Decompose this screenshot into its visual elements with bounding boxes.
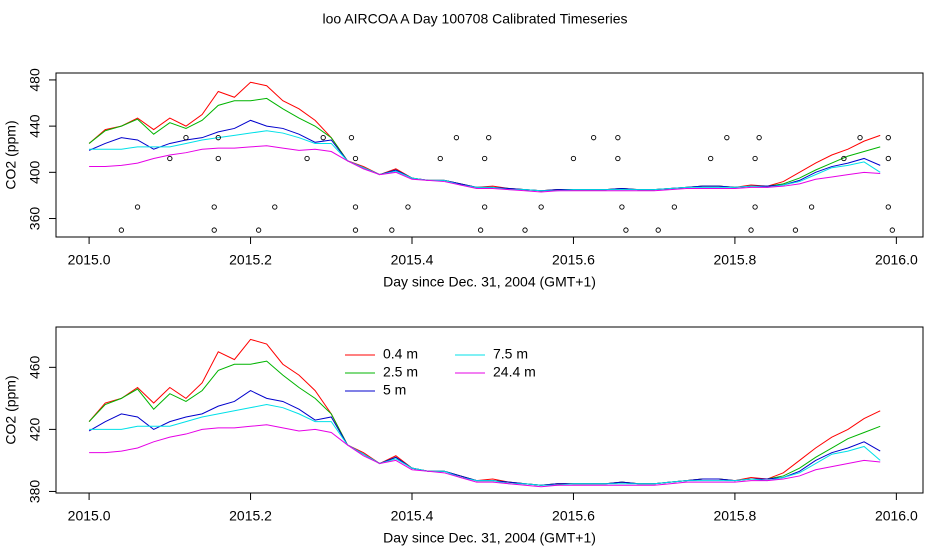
data-point — [215, 155, 221, 162]
x-tick-label: 2016.0 — [875, 508, 918, 524]
series-line — [89, 130, 881, 192]
data-point — [752, 155, 758, 162]
series-line — [88, 81, 881, 192]
legend-label: 0.4 m — [383, 346, 418, 362]
y-tick-label: 440 — [27, 114, 43, 138]
x-axis-label: Day since Dec. 31, 2004 (GMT+1) — [383, 274, 596, 290]
x-axis-label: Day since Dec. 31, 2004 (GMT+1) — [383, 530, 596, 546]
data-point — [857, 135, 863, 141]
chart-title: loo AIRCOA A Day 100708 Calibrated Times… — [322, 11, 627, 27]
y-tick-label: 460 — [27, 355, 43, 379]
y-axis-label: CO2 (ppm) — [3, 120, 19, 189]
y-axis-label: CO2 (ppm) — [3, 375, 19, 444]
plot-frame — [55, 326, 924, 494]
data-point — [708, 155, 714, 162]
data-point — [748, 227, 754, 233]
data-point — [615, 135, 621, 141]
data-point — [482, 204, 488, 210]
x-tick-label: 2015.4 — [391, 508, 434, 524]
x-tick-label: 2015.8 — [713, 252, 756, 268]
data-point — [889, 227, 895, 233]
data-point — [792, 227, 799, 233]
data-point — [211, 227, 217, 233]
data-point — [522, 227, 528, 233]
data-point — [352, 227, 359, 233]
data-point — [348, 135, 355, 141]
data-point — [183, 135, 189, 141]
x-tick-label: 2015.2 — [229, 252, 272, 268]
series-line — [88, 338, 881, 486]
data-point — [118, 227, 125, 233]
x-tick-label: 2015.4 — [391, 252, 434, 268]
y-tick-label: 400 — [27, 160, 43, 184]
data-point — [437, 155, 443, 162]
legend-label: 7.5 m — [493, 346, 528, 362]
data-point — [885, 135, 891, 141]
data-point — [272, 204, 278, 210]
y-tick-label: 380 — [27, 480, 43, 504]
legend-label: 24.4 m — [493, 364, 536, 380]
data-point — [134, 204, 141, 210]
x-tick-label: 2015.2 — [229, 508, 272, 524]
data-point — [655, 227, 661, 233]
series-line — [89, 404, 881, 486]
data-point — [623, 227, 629, 233]
data-point — [215, 135, 221, 141]
data-point — [885, 204, 891, 210]
x-tick-label: 2015.8 — [713, 508, 756, 524]
data-point — [808, 204, 815, 210]
x-tick-label: 2015.0 — [68, 252, 111, 268]
data-point — [570, 155, 577, 162]
data-point — [389, 227, 395, 233]
data-point — [352, 155, 359, 162]
data-point — [304, 155, 310, 162]
data-point — [615, 155, 621, 162]
data-point — [590, 135, 597, 141]
data-point — [752, 204, 758, 210]
data-point — [211, 204, 217, 210]
y-tick-label: 420 — [27, 417, 43, 441]
y-tick-label: 360 — [27, 207, 43, 231]
data-point — [320, 135, 326, 141]
data-point — [538, 204, 544, 210]
data-point — [756, 135, 762, 141]
data-point — [255, 227, 262, 233]
data-point — [167, 155, 173, 162]
data-point — [453, 135, 460, 141]
plot-frame — [55, 72, 924, 238]
data-point — [352, 204, 359, 210]
series-line — [89, 424, 881, 488]
data-point — [841, 155, 847, 162]
data-point — [619, 204, 625, 210]
legend-label: 2.5 m — [383, 364, 418, 380]
data-point — [482, 155, 488, 162]
data-point — [671, 204, 678, 210]
data-point — [405, 204, 411, 210]
x-tick-label: 2015.0 — [68, 508, 111, 524]
data-point — [885, 155, 891, 162]
legend-label: 5 m — [383, 382, 406, 398]
data-point — [486, 135, 492, 141]
data-point — [477, 227, 484, 233]
x-tick-label: 2015.6 — [552, 508, 595, 524]
y-tick-label: 480 — [27, 68, 43, 92]
data-point — [724, 135, 730, 141]
x-tick-label: 2015.6 — [552, 252, 595, 268]
series-line — [89, 145, 881, 193]
x-tick-label: 2016.0 — [875, 252, 918, 268]
